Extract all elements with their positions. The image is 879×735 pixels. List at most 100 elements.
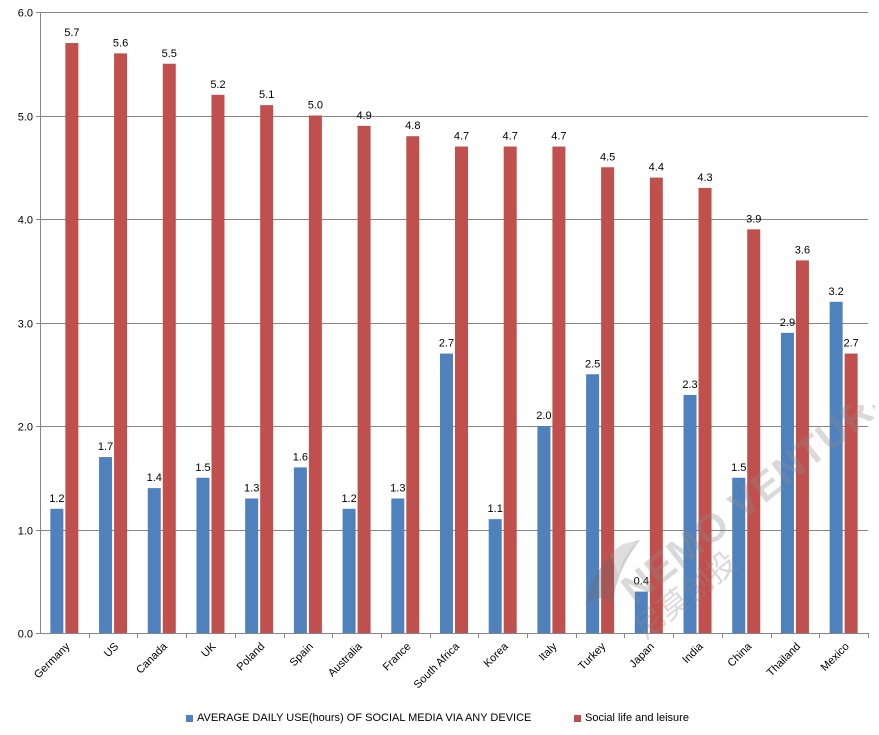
x-category-label: Japan <box>627 641 657 671</box>
bar-series-2 <box>65 43 79 634</box>
y-axis: 0.0 1.0 2.0 3.0 4.0 5.0 6.0 <box>18 8 41 641</box>
data-label-series-2: 4.3 <box>697 172 712 184</box>
bar-series-2 <box>795 260 809 633</box>
x-category-label: Spain <box>288 641 316 669</box>
legend-label-series-1: AVERAGE DAILY USE(hours) OF SOCIAL MEDIA… <box>197 712 532 724</box>
bar-series-2 <box>308 115 322 633</box>
x-category-label: South Africa <box>412 640 463 691</box>
bar-series-2 <box>844 353 858 633</box>
y-tick-label: 2.0 <box>18 422 33 434</box>
gridlines <box>40 12 868 634</box>
data-label-series-1: 2.7 <box>439 338 454 350</box>
bars <box>50 43 858 634</box>
x-category-label: Korea <box>482 640 512 670</box>
data-label-series-1: 1.1 <box>488 503 503 515</box>
x-category-label: Thailand <box>765 641 803 679</box>
y-tick-label: 3.0 <box>18 319 33 331</box>
data-label-series-2: 4.4 <box>649 162 664 174</box>
data-label-series-1: 2.0 <box>536 410 551 422</box>
data-label-series-2: 5.1 <box>259 89 274 101</box>
data-label-series-2: 4.8 <box>405 120 420 132</box>
data-label-series-1: 1.3 <box>244 482 259 494</box>
data-label-series-2: 5.7 <box>64 27 79 39</box>
data-label-series-2: 2.7 <box>843 338 858 350</box>
data-label-series-1: 1.2 <box>341 493 356 505</box>
data-label-series-2: 5.2 <box>210 79 225 91</box>
y-tick-label: 1.0 <box>18 526 33 538</box>
bar-series-1 <box>196 477 210 633</box>
data-label-series-2: 3.6 <box>795 244 810 256</box>
bar-series-1 <box>245 498 259 633</box>
data-label-series-1: 1.5 <box>195 462 210 474</box>
bar-series-2 <box>503 146 517 634</box>
x-category-label: Mexico <box>819 641 852 674</box>
legend-label-series-2: Social life and leisure <box>585 712 689 724</box>
bar-series-1 <box>829 301 843 633</box>
bar-series-1 <box>342 508 356 633</box>
x-category-label: France <box>381 641 414 674</box>
legend-item-series-1: AVERAGE DAILY USE(hours) OF SOCIAL MEDIA… <box>186 712 531 724</box>
data-label-series-1: 2.3 <box>682 379 697 391</box>
bar-series-1 <box>780 332 794 633</box>
bar-series-1 <box>732 477 746 633</box>
bar-series-2 <box>649 177 663 633</box>
bar-series-2 <box>455 146 468 634</box>
data-label-series-2: 4.7 <box>503 131 518 143</box>
x-category-label: Australia <box>326 640 365 679</box>
bar-series-1 <box>391 498 405 633</box>
legend-swatch-blue <box>186 714 193 722</box>
data-label-series-1: 1.4 <box>147 472 162 484</box>
legend-swatch-red <box>574 714 581 722</box>
bar-series-2 <box>406 136 420 633</box>
data-label-series-2: 3.9 <box>746 213 761 225</box>
x-axis: Germany US Canada UK Poland Spain Australia Fra… <box>32 633 869 691</box>
bar-series-1 <box>488 519 502 633</box>
y-tick-label: 6.0 <box>18 8 33 20</box>
bar-series-2 <box>260 105 274 633</box>
data-label-series-1: 3.2 <box>828 286 843 298</box>
bar-series-2 <box>114 53 128 633</box>
bar-series-1 <box>293 467 307 633</box>
bar-series-2 <box>601 167 615 633</box>
data-label-series-1: 1.3 <box>390 482 405 494</box>
data-label-series-1: 1.5 <box>731 462 746 474</box>
x-category-label: Canada <box>134 640 170 676</box>
data-label-series-1: 2.5 <box>585 358 600 370</box>
bar-series-1 <box>537 426 551 633</box>
bar-series-2 <box>552 146 566 634</box>
data-label-series-2: 5.0 <box>308 100 323 112</box>
x-category-label: Italy <box>537 640 560 663</box>
bar-series-1 <box>147 488 161 633</box>
legend: AVERAGE DAILY USE(hours) OF SOCIAL MEDIA… <box>0 712 879 730</box>
data-label-series-2: 4.7 <box>454 131 469 143</box>
bar-series-1 <box>586 374 600 633</box>
bar-series-2 <box>211 94 225 634</box>
data-label-series-1: 1.7 <box>98 441 113 453</box>
x-category-label: Poland <box>235 641 268 674</box>
y-tick-label: 0.0 <box>18 629 33 641</box>
bar-series-2 <box>357 125 371 633</box>
x-category-label: China <box>726 640 755 669</box>
x-category-label: Germany <box>32 640 73 681</box>
bar-series-1 <box>440 353 453 633</box>
legend-item-series-2: Social life and leisure <box>574 712 689 724</box>
data-label-series-2: 5.5 <box>162 48 177 60</box>
bar-series-2 <box>698 187 712 633</box>
x-category-label: Turkey <box>576 640 608 672</box>
data-label-series-1: 1.6 <box>293 451 308 463</box>
data-label-series-2: 4.7 <box>551 131 566 143</box>
data-label-series-1: 1.2 <box>49 493 64 505</box>
bar-series-1 <box>634 591 648 633</box>
data-label-series-1: 0.4 <box>634 576 649 588</box>
bar-series-1 <box>50 508 64 633</box>
data-label-series-2: 4.9 <box>356 110 371 122</box>
bar-series-1 <box>99 457 113 633</box>
bar-series-2 <box>747 229 761 633</box>
y-tick-label: 4.0 <box>18 215 33 227</box>
data-label-series-2: 5.6 <box>113 37 128 49</box>
bar-series-1 <box>683 394 697 633</box>
x-category-label: India <box>680 640 706 666</box>
x-category-label: US <box>102 641 121 660</box>
data-label-series-2: 4.5 <box>600 151 615 163</box>
